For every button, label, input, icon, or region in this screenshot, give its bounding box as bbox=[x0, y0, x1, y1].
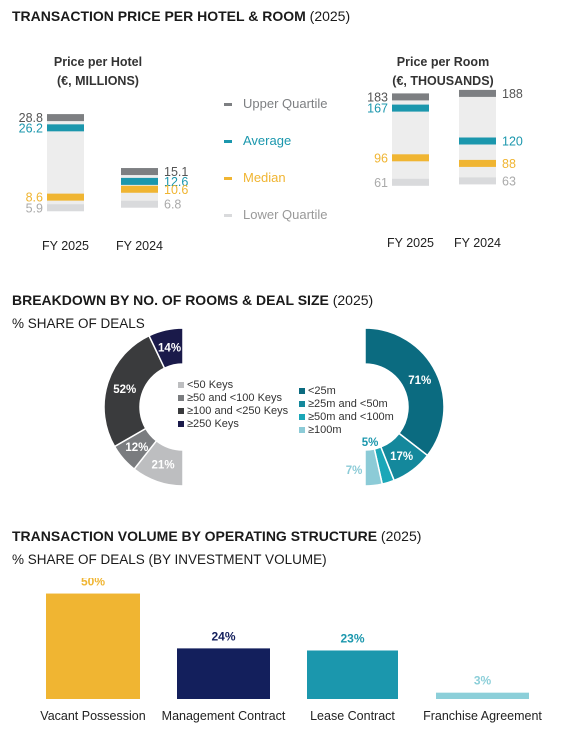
legend-swatch bbox=[224, 214, 232, 217]
bar bbox=[307, 650, 398, 699]
legend-swatch bbox=[299, 388, 305, 394]
segment-label: 5% bbox=[362, 437, 379, 449]
range-band bbox=[459, 93, 496, 180]
marker-median bbox=[392, 154, 429, 161]
marker-average bbox=[392, 105, 429, 112]
value-label-average: 26.2 bbox=[19, 121, 43, 135]
category-label: Management Contract bbox=[162, 709, 286, 723]
category-label: Vacant Possession bbox=[40, 709, 145, 723]
marker-lower bbox=[392, 179, 429, 186]
bar-value-label: 23% bbox=[340, 631, 364, 645]
category-label: FY 2024 bbox=[454, 236, 501, 250]
legend-swatch bbox=[178, 421, 184, 427]
segment-label: 12% bbox=[125, 442, 148, 454]
legend-label: ≥250 Keys bbox=[187, 418, 239, 430]
marker-median bbox=[121, 186, 158, 193]
bar bbox=[177, 648, 270, 699]
value-label-median: 88 bbox=[502, 157, 516, 171]
section2-title: BREAKDOWN BY NO. OF ROOMS & DEAL SIZE (2… bbox=[12, 292, 373, 308]
legend-label: ≥50 and <100 Keys bbox=[187, 392, 283, 404]
marker-upper bbox=[47, 114, 84, 121]
chart-title: Price per Hotel bbox=[54, 55, 142, 69]
donut-charts: 21%12%52%14%<50 Keys≥50 and <100 Keys≥10… bbox=[0, 328, 565, 498]
legend-swatch bbox=[224, 177, 232, 180]
marker-lower bbox=[121, 201, 158, 208]
legend-swatch bbox=[178, 382, 184, 388]
category-label: FY 2025 bbox=[42, 239, 89, 253]
value-label-upper: 188 bbox=[502, 87, 523, 101]
section3-subtitle: % SHARE OF DEALS (BY INVESTMENT VOLUME) bbox=[12, 552, 327, 567]
segment-label: 14% bbox=[158, 342, 181, 354]
legend-label: Average bbox=[243, 133, 291, 148]
marker-average bbox=[121, 178, 158, 185]
segment-label: 17% bbox=[390, 451, 413, 463]
bar-value-label: 3% bbox=[474, 674, 492, 688]
legend-label: Upper Quartile bbox=[243, 96, 328, 111]
marker-average bbox=[47, 124, 84, 131]
value-label-average: 167 bbox=[367, 102, 388, 116]
chart-title: Price per Room bbox=[397, 55, 489, 69]
operating-structure-chart: 50% Vacant Possession 24% Management Contra… bbox=[0, 578, 565, 737]
category-label: Lease Contract bbox=[310, 709, 395, 723]
marker-lower bbox=[47, 204, 84, 211]
chart-subtitle: (€, THOUSANDS) bbox=[392, 74, 493, 88]
marker-upper bbox=[392, 93, 429, 100]
segment-label: 52% bbox=[113, 384, 136, 396]
category-label: Franchise Agreement bbox=[423, 709, 542, 723]
legend-swatch bbox=[224, 140, 232, 143]
bar-value-label: 50% bbox=[81, 578, 105, 589]
bar-value-label: 24% bbox=[211, 629, 235, 643]
bar bbox=[46, 594, 140, 699]
legend-label: <50 Keys bbox=[187, 379, 234, 391]
category-label: FY 2025 bbox=[387, 236, 434, 250]
legend-label: ≥100m bbox=[308, 424, 342, 436]
segment-label: 71% bbox=[408, 375, 431, 387]
section3-title: TRANSACTION VOLUME BY OPERATING STRUCTUR… bbox=[12, 528, 421, 544]
legend-swatch bbox=[299, 427, 305, 433]
bar bbox=[436, 693, 529, 699]
marker-average bbox=[459, 138, 496, 145]
section1-title: TRANSACTION PRICE PER HOTEL & ROOM (2025… bbox=[12, 8, 350, 24]
legend-swatch bbox=[299, 414, 305, 420]
value-label-average: 120 bbox=[502, 135, 523, 149]
legend-label: ≥50m and <100m bbox=[308, 411, 394, 423]
marker-upper bbox=[121, 168, 158, 175]
value-label-median: 10.6 bbox=[164, 183, 188, 197]
legend-label: Lower Quartile bbox=[243, 207, 328, 222]
legend-swatch bbox=[224, 103, 232, 106]
legend-swatch bbox=[178, 408, 184, 414]
segment-label: 7% bbox=[346, 465, 363, 477]
legend-label: ≥100 and <250 Keys bbox=[187, 405, 289, 417]
price-charts: Price per Hotel(€, MILLIONS)28.826.28.65… bbox=[0, 40, 565, 260]
chart-subtitle: (€, MILLIONS) bbox=[57, 74, 139, 88]
value-label-lower: 61 bbox=[374, 176, 388, 190]
segment-label: 21% bbox=[152, 460, 175, 472]
marker-upper bbox=[459, 90, 496, 97]
category-label: FY 2024 bbox=[116, 239, 163, 253]
value-label-lower: 5.9 bbox=[26, 201, 43, 215]
value-label-lower: 63 bbox=[502, 174, 516, 188]
value-label-median: 96 bbox=[374, 151, 388, 165]
legend-label: ≥25m and <50m bbox=[308, 398, 388, 410]
marker-lower bbox=[459, 177, 496, 184]
legend-label: <25m bbox=[308, 385, 336, 397]
marker-median bbox=[47, 194, 84, 201]
marker-median bbox=[459, 160, 496, 167]
legend-swatch bbox=[299, 401, 305, 407]
legend-swatch bbox=[178, 395, 184, 401]
value-label-lower: 6.8 bbox=[164, 198, 181, 212]
legend-label: Median bbox=[243, 170, 286, 185]
